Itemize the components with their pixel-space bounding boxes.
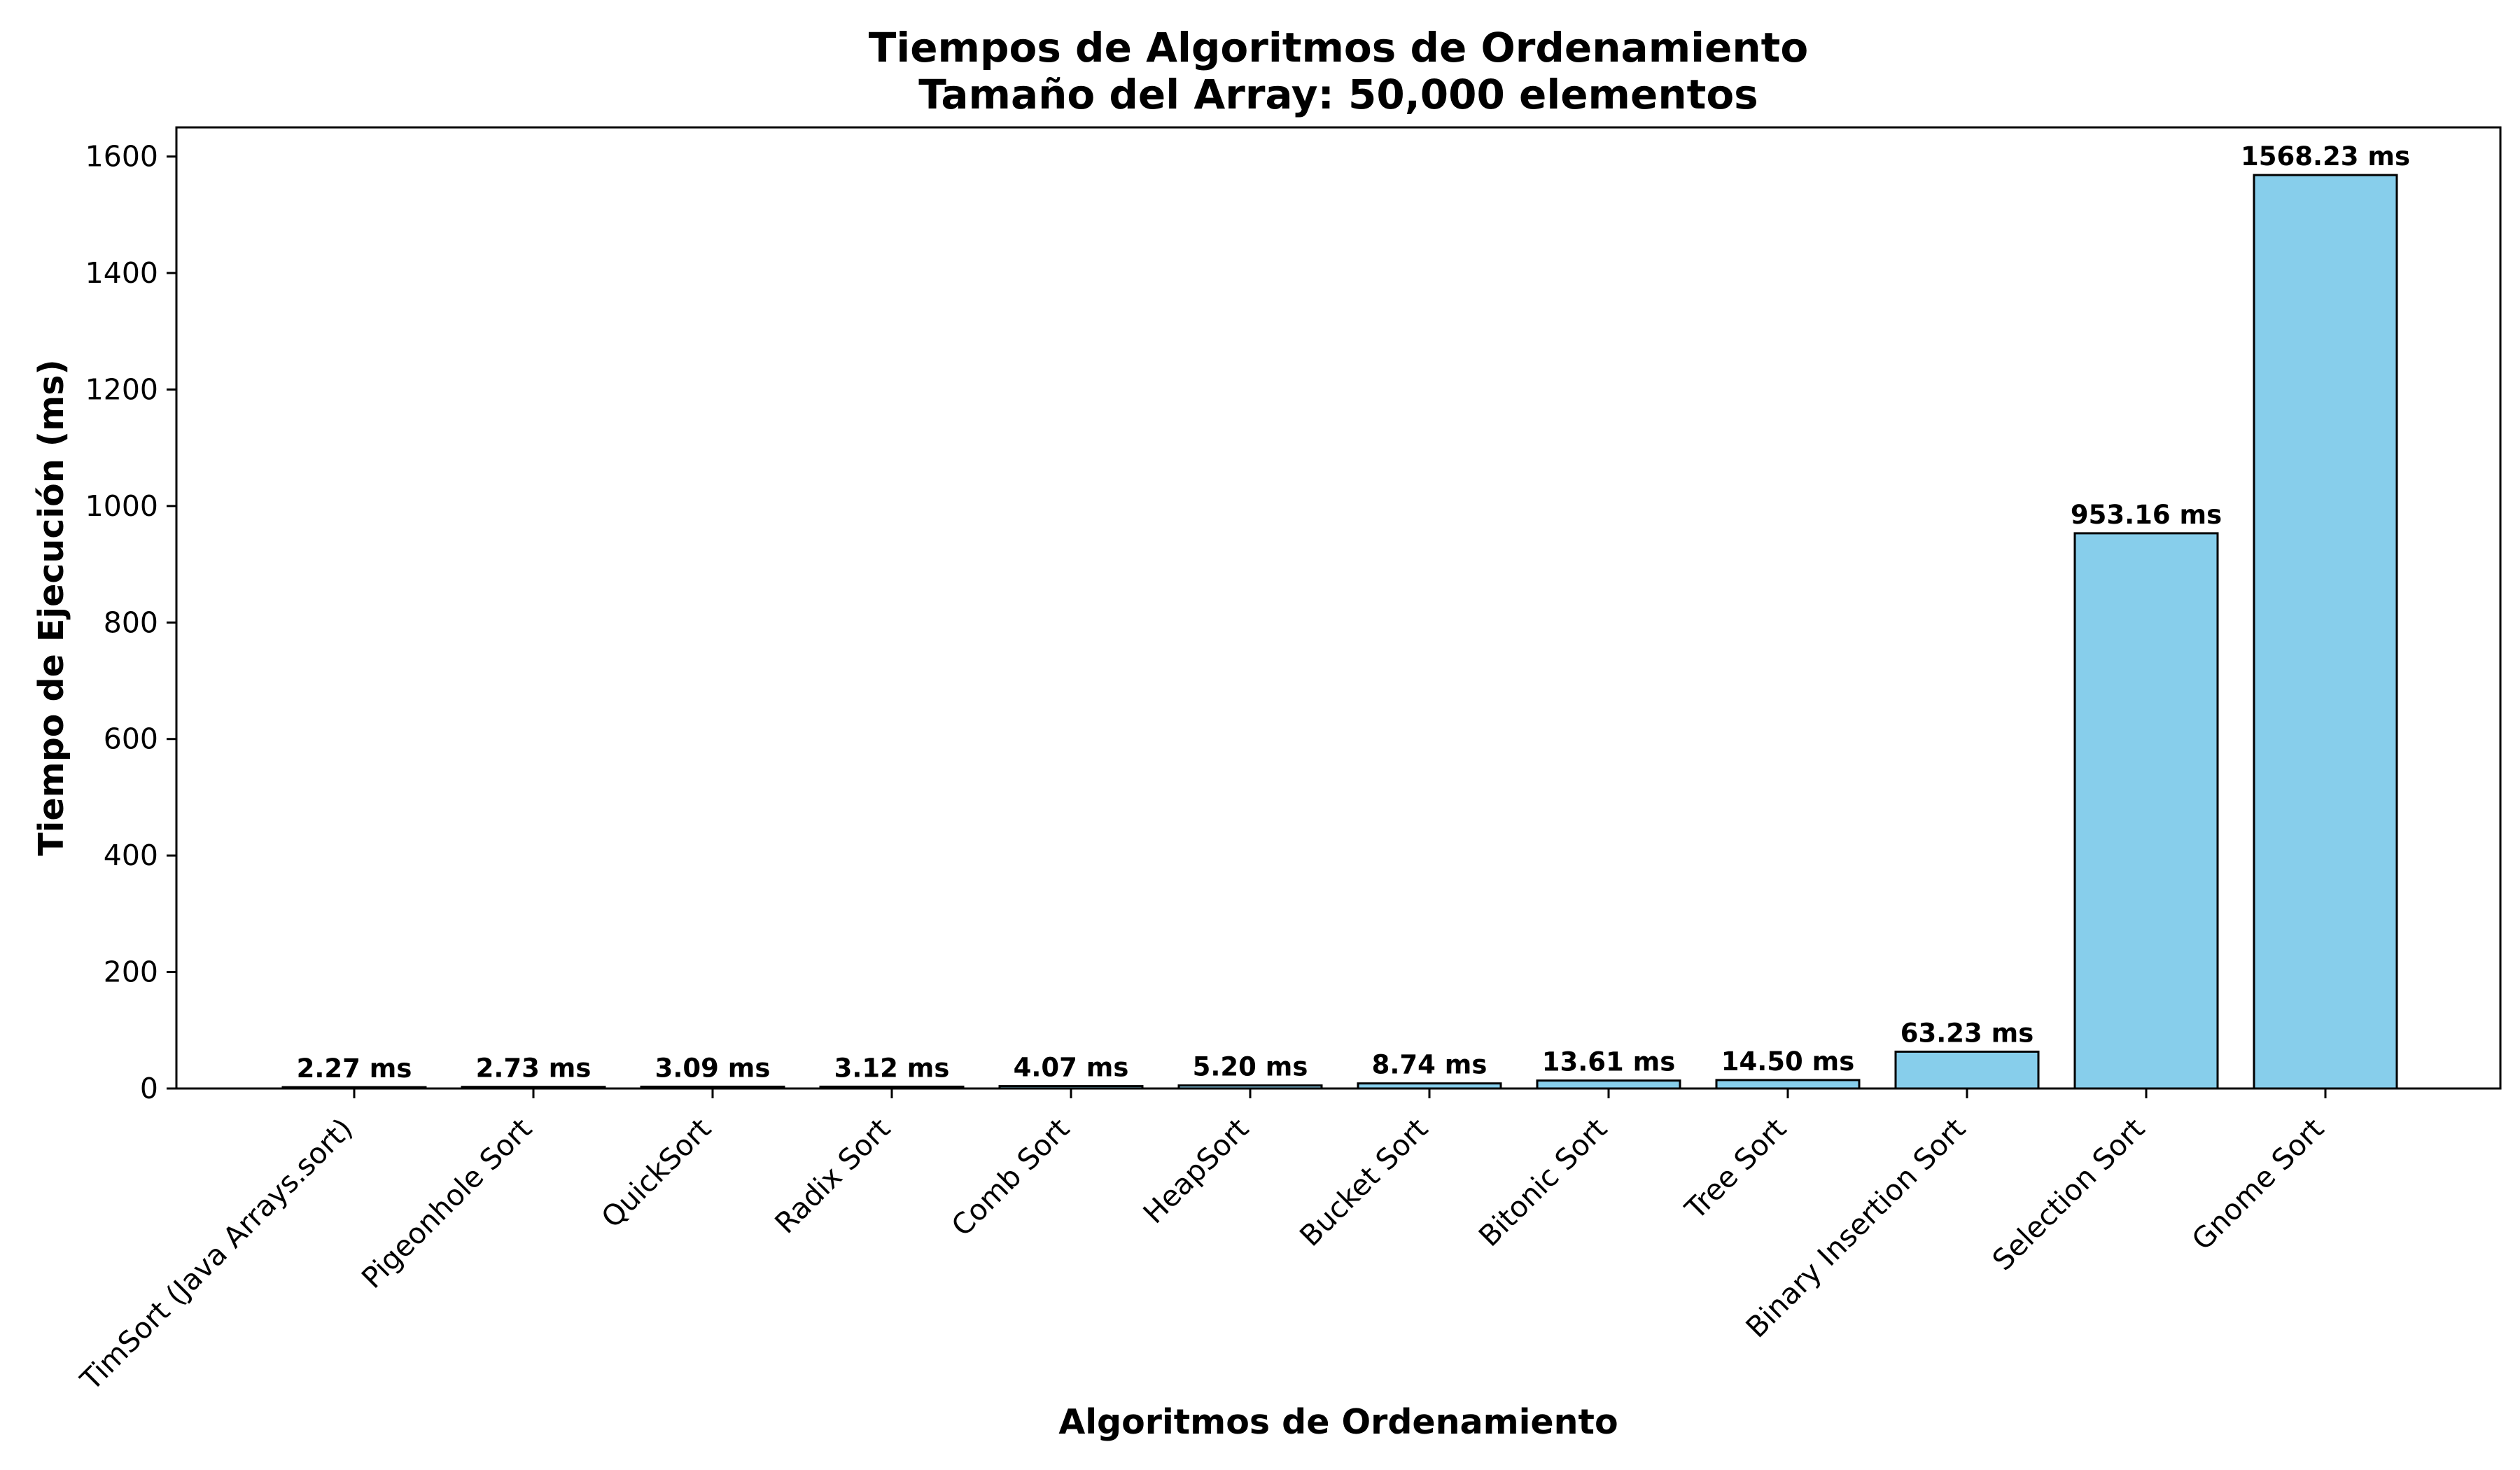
data-label-5: 5.20 ms: [1193, 1052, 1308, 1082]
x-tick-label-11: Gnome Sort: [2185, 1112, 2330, 1256]
data-label-4: 4.07 ms: [1014, 1053, 1129, 1083]
data-label-0: 2.27 ms: [297, 1054, 412, 1084]
y-tick-label-5: 1000: [85, 489, 158, 523]
plot-frame: [175, 126, 2502, 1090]
data-labels-group: 2.27 ms 2.73 ms 3.09 ms 3.12 ms 4.07 ms 5.20 …: [297, 141, 2410, 1084]
x-tick-label-5: HeapSort: [1137, 1112, 1255, 1230]
data-label-10: 953.16 ms: [2071, 500, 2222, 530]
chart-subtitle: Tamaño del Array: 50,000 elementos: [918, 71, 1758, 118]
bar-8: [1715, 1079, 1861, 1090]
data-label-11: 1568.23 ms: [2241, 141, 2410, 172]
x-tick-label-6: Bucket Sort: [1293, 1112, 1434, 1253]
x-tick-label-0: TimSort (Java Arrays.sort): [74, 1112, 359, 1397]
data-label-1: 2.73 ms: [476, 1054, 592, 1084]
y-tick-label-2: 400: [104, 839, 158, 872]
y-tick-label-3: 600: [104, 722, 158, 756]
bar-9: [1894, 1050, 2040, 1090]
bars-group: [281, 174, 2398, 1090]
data-label-8: 14.50 ms: [1721, 1046, 1855, 1077]
chart-title: Tiempos de Algoritmos de Ordenamiento: [869, 24, 1808, 71]
data-label-2: 3.09 ms: [655, 1053, 771, 1083]
data-label-9: 63.23 ms: [1900, 1018, 2034, 1048]
data-label-3: 3.12 ms: [834, 1053, 950, 1083]
x-tick-label-7: Bitonic Sort: [1472, 1112, 1614, 1253]
y-axis-label: Tiempo de Ejecución (ms): [31, 359, 71, 856]
y-tick-label-1: 200: [104, 955, 158, 989]
bar-7: [1536, 1079, 1681, 1090]
x-tick-label-4: Comb Sort: [945, 1112, 1076, 1242]
y-tick-label-8: 1600: [85, 140, 158, 174]
y-tick-label-6: 1200: [85, 372, 158, 406]
x-axis: TimSort (Java Arrays.sort)Pigeonhole Sor…: [74, 1088, 2330, 1397]
x-tick-label-10: Selection Sort: [1986, 1112, 2151, 1277]
y-tick-label-7: 1400: [85, 256, 158, 290]
bar-11: [2253, 174, 2398, 1090]
x-tick-label-8: Tree Sort: [1678, 1112, 1793, 1226]
x-tick-label-2: QuickSort: [595, 1112, 718, 1234]
y-tick-label-0: 0: [140, 1072, 158, 1105]
x-tick-label-3: Radix Sort: [769, 1112, 897, 1240]
y-axis: 0 200 400 600 800 1000 1200 1400 1600: [85, 140, 176, 1105]
x-axis-label: Algoritmos de Ordenamiento: [1058, 1402, 1618, 1442]
data-label-6: 8.74 ms: [1372, 1050, 1488, 1080]
x-tick-label-1: Pigeonhole Sort: [355, 1112, 538, 1295]
data-label-7: 13.61 ms: [1542, 1047, 1676, 1077]
y-tick-label-4: 800: [104, 606, 158, 639]
bar-10: [2073, 532, 2219, 1090]
